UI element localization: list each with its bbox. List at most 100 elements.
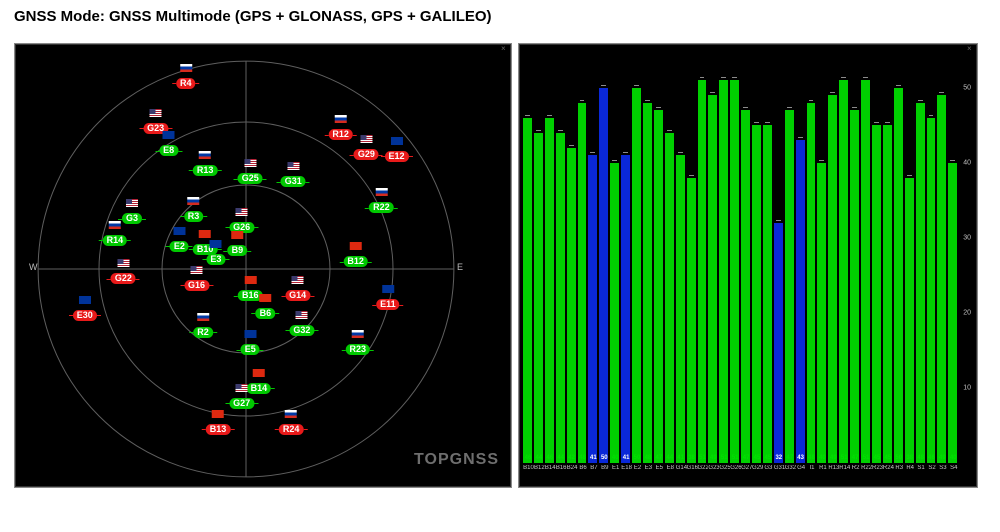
signal-value: 43 bbox=[796, 455, 806, 461]
y-tick: 50 bbox=[963, 84, 971, 91]
sky-rings bbox=[31, 54, 461, 484]
signal-bar: 44 bbox=[534, 50, 545, 463]
signal-value: 42 bbox=[567, 455, 577, 461]
signal-value: 44 bbox=[534, 455, 544, 461]
signal-xlabel: G29 bbox=[752, 465, 763, 477]
signal-bar: 46 bbox=[523, 50, 534, 463]
signal-xlabel: R23 bbox=[872, 465, 883, 477]
signal-xlabel: E18 bbox=[621, 465, 632, 477]
signal-bar: 45 bbox=[752, 50, 763, 463]
signal-value: 41 bbox=[588, 455, 598, 461]
signal-bar: 32 bbox=[774, 50, 785, 463]
signal-bar: 47 bbox=[785, 50, 796, 463]
signal-xlabel: G4 bbox=[796, 465, 807, 477]
signal-value: 50 bbox=[632, 455, 642, 461]
signal-value: 47 bbox=[785, 455, 795, 461]
signal-xlabel: B12 bbox=[534, 465, 545, 477]
signal-bar: 42 bbox=[567, 50, 578, 463]
signal-bar: 38 bbox=[687, 50, 698, 463]
signal-xlabel: G23 bbox=[708, 465, 719, 477]
signal-value: 48 bbox=[807, 455, 817, 461]
signal-xlabel: S3 bbox=[937, 465, 948, 477]
signal-xlabel: B14 bbox=[545, 465, 556, 477]
signal-xlabel: E8 bbox=[665, 465, 676, 477]
signal-value: 44 bbox=[665, 455, 675, 461]
signal-value: 47 bbox=[741, 455, 751, 461]
signal-bar: 45 bbox=[763, 50, 774, 463]
signal-value: 51 bbox=[861, 455, 871, 461]
signal-bars: 4644464442484150404150484744413851495151… bbox=[523, 50, 959, 463]
signal-value: 41 bbox=[676, 455, 686, 461]
signal-value: 47 bbox=[654, 455, 664, 461]
page-title: GNSS Mode: GNSS Multimode (GPS + GLONASS… bbox=[0, 0, 1000, 43]
signal-bar: 49 bbox=[708, 50, 719, 463]
signal-bar: 51 bbox=[730, 50, 741, 463]
signal-xlabel: R2 bbox=[850, 465, 861, 477]
signal-value: 51 bbox=[839, 455, 849, 461]
signal-xlabel: R14 bbox=[839, 465, 850, 477]
signal-xlabel: G16 bbox=[687, 465, 698, 477]
signal-bar: 44 bbox=[665, 50, 676, 463]
signal-value: 32 bbox=[774, 455, 784, 461]
signal-value: 38 bbox=[905, 455, 915, 461]
signal-bar: 41 bbox=[621, 50, 632, 463]
signal-bar: 43 bbox=[796, 50, 807, 463]
close-icon[interactable]: × bbox=[501, 45, 509, 53]
signal-value: 48 bbox=[916, 455, 926, 461]
signal-xlabel: G14 bbox=[676, 465, 687, 477]
signal-bar: 51 bbox=[861, 50, 872, 463]
signal-yaxis: 1020304050 bbox=[959, 50, 973, 463]
signal-xlabel: G3 bbox=[763, 465, 774, 477]
signal-xlabel: R22 bbox=[861, 465, 872, 477]
brand-watermark: TOPGNSS bbox=[414, 451, 499, 469]
signal-bar: 47 bbox=[850, 50, 861, 463]
signal-bar: 48 bbox=[916, 50, 927, 463]
signal-xlabel: R1 bbox=[817, 465, 828, 477]
signal-value: 47 bbox=[850, 455, 860, 461]
signal-strength-panel: × 46444644424841504041504847444138514951… bbox=[518, 43, 978, 488]
signal-xlabel: G26 bbox=[730, 465, 741, 477]
signal-xlabel: E1 bbox=[610, 465, 621, 477]
signal-value: 40 bbox=[610, 455, 620, 461]
signal-bar: 49 bbox=[828, 50, 839, 463]
signal-bar: 40 bbox=[948, 50, 959, 463]
signal-bar: 40 bbox=[610, 50, 621, 463]
panels: × W E R4G23E8R12G29E12R13G25G31R22G3R3G2… bbox=[0, 43, 1000, 488]
signal-value: 40 bbox=[817, 455, 827, 461]
signal-bar: 44 bbox=[556, 50, 567, 463]
signal-xlabel: R4 bbox=[905, 465, 916, 477]
signal-bar: 45 bbox=[883, 50, 894, 463]
signal-xlabels: B10B12B14B16B24B6B7B9E1E18E2E3E5E8G14G16… bbox=[523, 465, 959, 477]
sky-plot: W E R4G23E8R12G29E12R13G25G31R22G3R3G26R… bbox=[31, 54, 461, 484]
signal-bar: 47 bbox=[741, 50, 752, 463]
signal-xlabel: R3 bbox=[894, 465, 905, 477]
signal-value: 41 bbox=[621, 455, 631, 461]
compass-e: E bbox=[457, 262, 463, 272]
signal-value: 49 bbox=[937, 455, 947, 461]
signal-value: 44 bbox=[556, 455, 566, 461]
signal-xlabel: S1 bbox=[916, 465, 927, 477]
signal-xlabel: B10 bbox=[523, 465, 534, 477]
signal-bar: 48 bbox=[643, 50, 654, 463]
signal-bar: 41 bbox=[676, 50, 687, 463]
signal-bar: 40 bbox=[817, 50, 828, 463]
signal-value: 40 bbox=[948, 455, 958, 461]
y-tick: 20 bbox=[963, 309, 971, 316]
signal-xlabel: G22 bbox=[698, 465, 709, 477]
signal-bar: 47 bbox=[654, 50, 665, 463]
signal-bar: 48 bbox=[807, 50, 818, 463]
signal-value: 49 bbox=[828, 455, 838, 461]
signal-value: 46 bbox=[545, 455, 555, 461]
signal-xlabel: B24 bbox=[567, 465, 578, 477]
signal-value: 45 bbox=[883, 455, 893, 461]
signal-xlabel: G25 bbox=[719, 465, 730, 477]
signal-bar: 46 bbox=[927, 50, 938, 463]
sky-plot-panel: × W E R4G23E8R12G29E12R13G25G31R22G3R3G2… bbox=[14, 43, 512, 488]
y-tick: 30 bbox=[963, 234, 971, 241]
signal-xlabel: E2 bbox=[632, 465, 643, 477]
signal-value: 51 bbox=[698, 455, 708, 461]
signal-value: 45 bbox=[752, 455, 762, 461]
signal-xlabel: B7 bbox=[588, 465, 599, 477]
y-tick: 40 bbox=[963, 159, 971, 166]
signal-xlabel: R13 bbox=[828, 465, 839, 477]
